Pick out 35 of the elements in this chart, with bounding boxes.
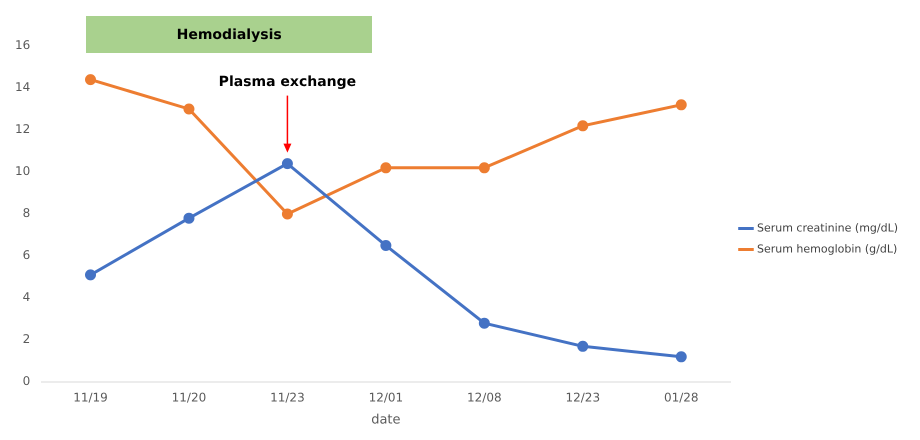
point — [380, 162, 392, 174]
y-tick-label: 16 — [14, 38, 30, 52]
x-axis-title: date — [371, 412, 401, 428]
point — [183, 212, 194, 224]
point — [183, 104, 194, 114]
y-tick-label: 4 — [22, 290, 30, 304]
legend-label: Serum creatinine (mg/dL) — [756, 221, 898, 234]
point — [282, 208, 293, 220]
x-tick-label: 11/23 — [270, 390, 305, 404]
y-tick-label: 6 — [22, 248, 30, 262]
point — [577, 340, 588, 352]
y-tick-label: 8 — [22, 206, 30, 220]
x-tick-label: 11/20 — [172, 390, 206, 404]
point — [577, 120, 588, 132]
label-box: Hemodialysis — [86, 16, 372, 53]
y-tick-label: 14 — [14, 80, 30, 94]
point — [676, 99, 687, 110]
x-tick-label: 12/01 — [368, 390, 404, 404]
point — [85, 74, 96, 86]
legend-label: Serum hemoglobin (g/dL) — [756, 242, 898, 256]
point — [380, 240, 392, 251]
x-tick-label: 11/19 — [73, 390, 108, 404]
x-tick-label: 12/08 — [467, 390, 502, 404]
y-tick-label: 0 — [22, 374, 30, 388]
x-tick-label: 12/23 — [565, 390, 600, 404]
point — [85, 269, 96, 280]
point — [478, 162, 490, 174]
y-tick-label: 10 — [14, 164, 30, 178]
y-tick-label: 12 — [14, 122, 30, 136]
y-tick-label: 2 — [22, 332, 30, 346]
point — [282, 158, 293, 170]
point — [478, 318, 490, 329]
annotation: Plasma exchange — [218, 74, 356, 90]
point — [676, 351, 687, 362]
x-tick-label: 01/28 — [664, 390, 699, 404]
